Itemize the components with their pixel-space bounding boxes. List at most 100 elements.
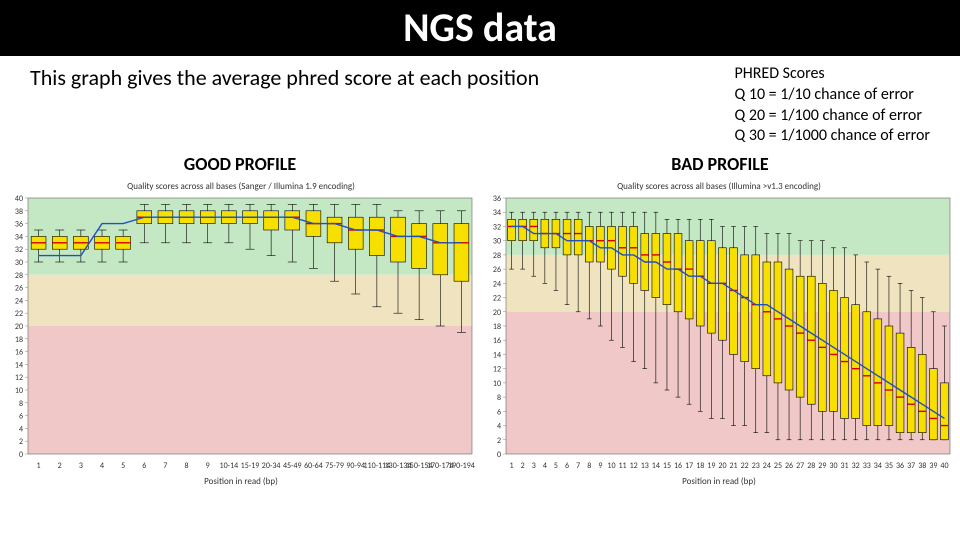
svg-text:11: 11: [618, 461, 626, 471]
svg-text:90-94: 90-94: [346, 461, 365, 471]
svg-text:20: 20: [493, 308, 501, 318]
good-chart-panel: Quality scores across all bases (Sanger …: [6, 179, 476, 487]
svg-text:26: 26: [785, 461, 793, 471]
svg-text:40: 40: [15, 194, 23, 204]
svg-text:20: 20: [718, 461, 726, 471]
svg-text:14: 14: [15, 361, 23, 371]
svg-text:8: 8: [587, 461, 591, 471]
svg-text:8: 8: [19, 399, 23, 409]
svg-text:8: 8: [185, 461, 189, 471]
svg-text:38: 38: [15, 207, 23, 217]
svg-text:27: 27: [796, 461, 804, 471]
svg-text:10: 10: [607, 461, 615, 471]
svg-text:36: 36: [896, 461, 904, 471]
svg-text:13: 13: [641, 461, 649, 471]
good-xlabel: Position in read (bp): [6, 474, 476, 487]
svg-text:14: 14: [652, 461, 660, 471]
svg-text:22: 22: [493, 294, 501, 304]
svg-text:45-49: 45-49: [283, 461, 302, 471]
svg-text:24: 24: [493, 280, 501, 290]
svg-text:4: 4: [543, 461, 547, 471]
good-chart: 0246810121416182022242628303234363840123…: [6, 194, 476, 474]
svg-text:24: 24: [15, 297, 23, 307]
phred-legend: PHRED Scores Q 10 = 1/10 chance of error…: [734, 64, 930, 147]
svg-text:4: 4: [100, 461, 104, 471]
svg-text:0: 0: [19, 450, 23, 460]
svg-text:17: 17: [685, 461, 693, 471]
svg-text:19: 19: [707, 461, 715, 471]
svg-text:30: 30: [15, 258, 23, 268]
svg-text:2: 2: [497, 436, 501, 446]
svg-text:6: 6: [565, 461, 569, 471]
slide-title: NGS data: [0, 0, 960, 56]
svg-text:5: 5: [554, 461, 558, 471]
svg-text:28: 28: [15, 271, 23, 281]
svg-text:34: 34: [493, 208, 501, 218]
good-profile-label: GOOD PROFILE: [0, 151, 480, 179]
svg-text:20-34: 20-34: [262, 461, 281, 471]
svg-text:2: 2: [521, 461, 525, 471]
svg-text:29: 29: [818, 461, 826, 471]
svg-text:190-194: 190-194: [448, 461, 475, 471]
svg-text:20: 20: [15, 322, 23, 332]
svg-text:10: 10: [493, 379, 501, 389]
svg-text:38: 38: [918, 461, 926, 471]
charts-row: Quality scores across all bases (Sanger …: [0, 179, 960, 487]
svg-text:2: 2: [19, 437, 23, 447]
svg-text:10: 10: [15, 386, 23, 396]
svg-text:75-79: 75-79: [325, 461, 344, 471]
phred-heading: PHRED Scores: [734, 64, 930, 85]
svg-text:7: 7: [576, 461, 580, 471]
svg-text:2: 2: [58, 461, 62, 471]
svg-text:3: 3: [79, 461, 83, 471]
svg-text:32: 32: [852, 461, 860, 471]
svg-text:9: 9: [206, 461, 210, 471]
svg-text:28: 28: [493, 251, 501, 261]
svg-text:3: 3: [532, 461, 536, 471]
svg-text:14: 14: [493, 351, 501, 361]
svg-text:12: 12: [15, 373, 23, 383]
svg-text:6: 6: [497, 408, 501, 418]
svg-text:22: 22: [741, 461, 749, 471]
bad-profile-label: BAD PROFILE: [480, 151, 960, 179]
svg-text:0: 0: [497, 450, 501, 460]
svg-text:6: 6: [19, 412, 23, 422]
svg-text:12: 12: [630, 461, 638, 471]
svg-text:33: 33: [863, 461, 871, 471]
svg-text:36: 36: [15, 220, 23, 230]
svg-text:30: 30: [493, 237, 501, 247]
phred-line-2: Q 20 = 1/100 chance of error: [734, 106, 930, 127]
svg-text:18: 18: [696, 461, 704, 471]
svg-text:12: 12: [493, 365, 501, 375]
svg-text:1: 1: [510, 461, 514, 471]
svg-text:15: 15: [663, 461, 671, 471]
svg-text:18: 18: [15, 335, 23, 345]
svg-text:6: 6: [142, 461, 146, 471]
bad-chart-panel: Quality scores across all bases (Illumin…: [484, 179, 954, 487]
svg-text:36: 36: [493, 194, 501, 204]
svg-text:21: 21: [729, 461, 737, 471]
bad-chart-title: Quality scores across all bases (Illumin…: [484, 179, 954, 194]
svg-text:4: 4: [19, 425, 23, 435]
svg-text:26: 26: [493, 265, 501, 275]
svg-text:34: 34: [874, 461, 882, 471]
svg-text:15-19: 15-19: [241, 461, 260, 471]
svg-text:1: 1: [37, 461, 41, 471]
svg-text:39: 39: [929, 461, 937, 471]
svg-text:28: 28: [807, 461, 815, 471]
svg-text:37: 37: [907, 461, 915, 471]
svg-text:35: 35: [885, 461, 893, 471]
svg-text:7: 7: [163, 461, 167, 471]
intro-text: This graph gives the average phred score…: [30, 64, 539, 147]
svg-text:16: 16: [15, 348, 23, 358]
svg-text:9: 9: [598, 461, 602, 471]
phred-line-3: Q 30 = 1/1000 chance of error: [734, 126, 930, 147]
intro-row: This graph gives the average phred score…: [0, 56, 960, 151]
svg-text:34: 34: [15, 233, 23, 243]
svg-text:40: 40: [940, 461, 948, 471]
svg-text:26: 26: [15, 284, 23, 294]
svg-text:23: 23: [752, 461, 760, 471]
svg-text:10-14: 10-14: [220, 461, 239, 471]
svg-text:16: 16: [493, 336, 501, 346]
svg-text:4: 4: [497, 422, 501, 432]
